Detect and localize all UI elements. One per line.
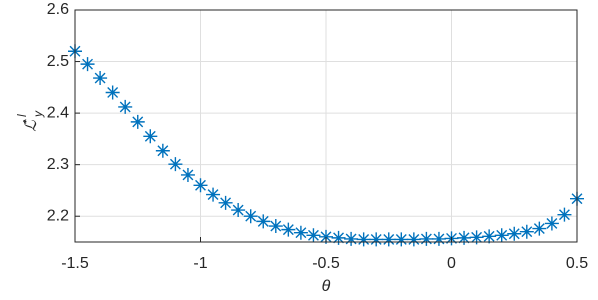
marker bbox=[218, 195, 233, 210]
y-tick-label: 2.2 bbox=[47, 207, 69, 224]
marker bbox=[193, 178, 208, 193]
marker bbox=[180, 167, 195, 182]
marker bbox=[105, 85, 120, 100]
marker bbox=[482, 229, 497, 244]
marker bbox=[557, 207, 572, 222]
y-axis-label-sup: l bbox=[15, 114, 29, 117]
y-axis-label-sub: y bbox=[31, 110, 45, 118]
marker bbox=[431, 231, 446, 246]
marker bbox=[306, 228, 321, 243]
marker bbox=[168, 157, 183, 172]
marker bbox=[118, 99, 133, 114]
marker bbox=[519, 224, 534, 239]
marker bbox=[293, 225, 308, 240]
marker bbox=[243, 209, 258, 224]
marker bbox=[206, 187, 221, 202]
y-axis-label-main: ℒ̂ bbox=[23, 119, 40, 132]
marker bbox=[143, 129, 158, 144]
marker bbox=[419, 231, 434, 246]
marker bbox=[457, 230, 472, 245]
marker bbox=[369, 232, 384, 247]
marker bbox=[256, 214, 271, 229]
x-tick-label: 0 bbox=[447, 255, 456, 272]
marker bbox=[331, 230, 346, 245]
x-tick-label: -1.5 bbox=[61, 255, 89, 272]
marker bbox=[231, 203, 246, 218]
marker bbox=[394, 232, 409, 247]
marker bbox=[344, 231, 359, 246]
marker bbox=[544, 216, 559, 231]
y-axis-label: ℒ̂ y l bbox=[15, 110, 45, 132]
marker bbox=[381, 232, 396, 247]
marker bbox=[281, 222, 296, 237]
y-tick-label: 2.4 bbox=[47, 104, 69, 121]
y-tick-label: 2.6 bbox=[47, 1, 69, 18]
marker bbox=[532, 221, 547, 236]
y-tick-label: 2.5 bbox=[47, 53, 69, 70]
marker bbox=[155, 143, 170, 158]
x-tick-label: -1 bbox=[193, 255, 207, 272]
marker bbox=[130, 114, 145, 129]
y-tick-label: 2.3 bbox=[47, 156, 69, 173]
marker bbox=[93, 71, 108, 86]
marker bbox=[319, 229, 333, 244]
marker bbox=[80, 57, 95, 72]
marker bbox=[356, 232, 371, 247]
marker bbox=[507, 226, 522, 241]
marker bbox=[469, 230, 484, 245]
marker bbox=[406, 232, 421, 247]
x-tick-label: -0.5 bbox=[312, 255, 340, 272]
x-tick-label: 0.5 bbox=[566, 255, 588, 272]
x-axis-label: θ bbox=[322, 278, 331, 295]
marker bbox=[494, 228, 509, 243]
marker bbox=[268, 219, 283, 234]
